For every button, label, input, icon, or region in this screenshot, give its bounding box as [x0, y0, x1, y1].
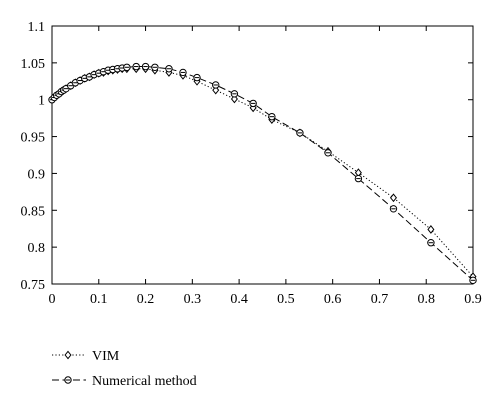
x-tick-label: 0.2	[137, 292, 155, 307]
legend-marker	[64, 350, 72, 360]
y-tick-label: 1	[38, 94, 45, 109]
y-tick-label: 0.75	[21, 278, 46, 293]
plot-frame	[51, 25, 474, 285]
x-axis: 0 0.1 0.2 0.3 0.4 0.5 0.6 0.7 0.8 0.9	[49, 26, 482, 307]
x-tick-label: 0.5	[277, 292, 295, 307]
series-numerical-method	[48, 62, 477, 285]
data-point	[324, 149, 332, 157]
data-point	[427, 225, 435, 234]
data-point	[354, 174, 363, 183]
x-tick-label: 0.7	[371, 292, 389, 307]
x-tick-label: 0.6	[324, 292, 342, 307]
series-line	[51, 68, 474, 277]
series-layer	[48, 62, 477, 285]
data-point	[123, 63, 131, 71]
series-vim	[48, 64, 477, 282]
plot-border	[51, 25, 474, 285]
data-point	[389, 193, 397, 203]
legend-label: VIM	[92, 349, 120, 364]
data-point	[193, 73, 201, 82]
data-point	[296, 129, 304, 137]
data-point	[151, 63, 159, 71]
x-tick-label: 0.3	[184, 292, 202, 307]
y-tick-label: 0.9	[28, 167, 46, 182]
y-tick-label: 0.8	[28, 241, 46, 256]
legend: VIM Numerical method	[52, 349, 197, 389]
x-tick-label: 0.1	[90, 292, 108, 307]
data-point	[230, 90, 239, 98]
x-tick-label: 0.4	[230, 292, 248, 307]
data-point	[179, 68, 187, 77]
legend-label: Numerical method	[92, 374, 197, 389]
y-tick-label: 0.95	[21, 131, 46, 146]
y-axis: 0.75 0.8 0.85 0.9 0.95 1 1.05 1.1	[21, 20, 473, 293]
x-tick-label: 0.9	[464, 292, 482, 307]
legend-item: VIM	[52, 349, 120, 364]
data-point	[212, 81, 220, 89]
data-point	[249, 99, 257, 108]
data-point	[427, 239, 435, 247]
x-tick-label: 0	[49, 292, 56, 307]
data-point	[268, 112, 276, 121]
y-tick-label: 0.85	[21, 204, 46, 219]
data-point	[132, 62, 140, 71]
data-point	[230, 94, 238, 104]
data-point	[165, 65, 173, 73]
data-point	[141, 62, 150, 71]
legend-marker	[64, 376, 72, 384]
data-point	[389, 205, 398, 213]
data-point	[469, 276, 477, 285]
y-tick-label: 1.05	[21, 57, 46, 72]
y-tick-label: 1.1	[28, 20, 46, 35]
x-tick-label: 0.8	[417, 292, 435, 307]
legend-item: Numerical method	[52, 374, 197, 389]
series-line	[51, 66, 474, 281]
